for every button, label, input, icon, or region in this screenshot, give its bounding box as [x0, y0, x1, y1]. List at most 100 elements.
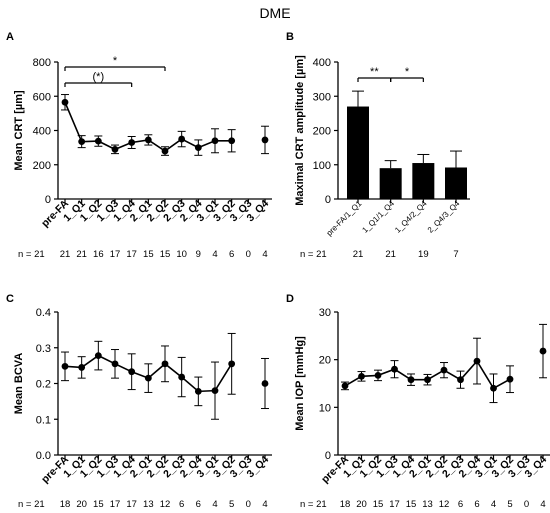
- data-point: [94, 137, 102, 145]
- data-point: [111, 145, 119, 153]
- significance-label: *: [113, 55, 118, 67]
- data-point: [457, 376, 464, 384]
- y-tick-label: 0.2: [36, 379, 51, 391]
- n-value: 15: [93, 499, 104, 510]
- data-point: [261, 380, 269, 387]
- y-tick-label: 0.4: [36, 307, 51, 319]
- y-axis-title: Mean BCVA: [13, 353, 25, 415]
- data-point: [374, 371, 382, 379]
- data-point: [144, 136, 152, 144]
- y-axis-title: Mean IOP [mmHg]: [294, 336, 306, 431]
- n-value: 21: [76, 249, 87, 260]
- n-value: 0: [524, 499, 529, 510]
- data-point: [161, 360, 169, 368]
- bar: [347, 106, 369, 199]
- n-row-prefix: n = 21: [300, 249, 327, 260]
- n-value: 16: [93, 249, 104, 260]
- n-value: 0: [246, 249, 251, 260]
- n-value: 20: [76, 499, 87, 510]
- data-point: [61, 98, 69, 106]
- n-value: 17: [110, 249, 121, 260]
- n-value: 0: [246, 499, 251, 510]
- data-point: [407, 376, 415, 384]
- data-point: [194, 144, 202, 152]
- data-point: [539, 347, 547, 355]
- data-point: [440, 366, 448, 374]
- data-point: [211, 137, 219, 145]
- n-value: 17: [126, 249, 137, 260]
- n-value: 9: [196, 249, 201, 260]
- data-point: [61, 362, 69, 370]
- n-value: 15: [160, 249, 171, 260]
- n-value: 4: [540, 499, 545, 510]
- n-value: 6: [196, 499, 201, 510]
- figure-title: DME: [259, 5, 290, 21]
- panel-letter: B: [286, 31, 294, 43]
- n-value: 21: [60, 249, 71, 260]
- n-value: 6: [458, 499, 463, 510]
- panel-letter: D: [286, 293, 294, 305]
- data-point: [424, 376, 431, 384]
- n-value: 4: [262, 249, 267, 260]
- x-tick-label: 1_Q4/2_Q4: [393, 199, 429, 235]
- y-axis-title: Maximal CRT amplitude [µm]: [294, 55, 306, 206]
- data-point: [391, 365, 398, 373]
- panel-b: B 0 100 200 300 400 Maximal CRT amplitude [µm]…: [286, 31, 470, 260]
- data-point: [473, 357, 481, 365]
- n-value: 17: [389, 499, 400, 510]
- y-tick-label: 0.0: [36, 450, 51, 462]
- n-value: 4: [212, 499, 217, 510]
- n-value: 5: [229, 499, 234, 510]
- y-tick-label: 100: [313, 160, 331, 172]
- n-value: 17: [126, 499, 137, 510]
- n-value: 10: [176, 249, 187, 260]
- n-value: 6: [179, 499, 184, 510]
- n-value: 19: [418, 249, 429, 260]
- n-value: 7: [453, 249, 458, 260]
- data-point: [178, 135, 186, 143]
- n-row-prefix: n = 21: [18, 249, 45, 260]
- data-point: [490, 384, 497, 392]
- data-point: [341, 382, 349, 390]
- data-point: [128, 368, 136, 376]
- y-tick-label: 400: [313, 57, 331, 69]
- y-tick-label: 200: [33, 160, 51, 172]
- data-point: [144, 374, 152, 382]
- n-value: 12: [439, 499, 450, 510]
- data-point: [178, 373, 186, 381]
- bar: [379, 168, 402, 199]
- y-axis-title: Mean CRT [µm]: [13, 90, 25, 171]
- data-point: [78, 138, 86, 146]
- n-value: 15: [406, 499, 417, 510]
- data-point: [194, 387, 202, 395]
- n-value: 4: [212, 249, 217, 260]
- y-tick-label: 0.1: [36, 414, 51, 426]
- x-tick-label: 2_Q4/3_Q4: [426, 199, 462, 235]
- y-tick-label: 0.3: [36, 343, 51, 355]
- n-value: 20: [356, 499, 367, 510]
- data-point: [211, 387, 219, 395]
- y-tick-label: 400: [33, 126, 51, 138]
- n-value: 15: [373, 499, 384, 510]
- data-point: [111, 360, 119, 368]
- y-tick-label: 30: [319, 307, 331, 319]
- n-value: 5: [507, 499, 512, 510]
- y-tick-label: 10: [319, 402, 331, 414]
- n-value: 4: [491, 499, 496, 510]
- n-value: 13: [143, 499, 154, 510]
- data-point: [78, 364, 86, 371]
- y-tick-label: 20: [319, 355, 331, 367]
- panel-letter: A: [6, 31, 14, 43]
- data-point: [506, 375, 514, 383]
- y-tick-label: 200: [313, 126, 331, 138]
- panel-letter: C: [6, 293, 14, 305]
- n-row-prefix: n = 21: [300, 499, 327, 510]
- data-point: [228, 360, 236, 368]
- data-point: [161, 147, 169, 155]
- y-tick-label: 800: [33, 57, 51, 69]
- y-tick-label: 300: [313, 91, 331, 103]
- significance-label: (*): [93, 71, 105, 83]
- n-row-prefix: n = 21: [18, 499, 45, 510]
